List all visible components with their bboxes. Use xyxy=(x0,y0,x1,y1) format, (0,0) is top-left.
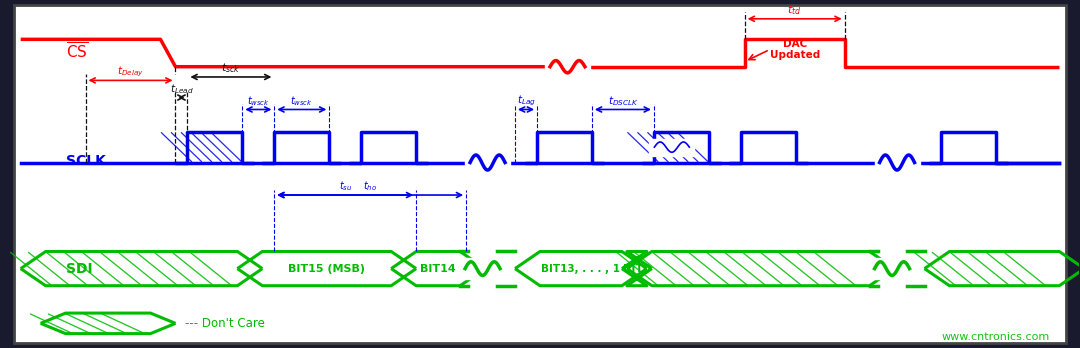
Text: $t_{DSCLK}$: $t_{DSCLK}$ xyxy=(608,94,638,108)
Text: $t_{ho}$: $t_{ho}$ xyxy=(363,180,377,193)
Text: $t_{wsck}$: $t_{wsck}$ xyxy=(247,94,270,108)
Text: BIT15 (MSB): BIT15 (MSB) xyxy=(288,263,365,274)
Text: $t_{su}$: $t_{su}$ xyxy=(338,180,352,193)
Text: $t_{Lead}$: $t_{Lead}$ xyxy=(170,82,193,96)
Text: $t_{wsck}$: $t_{wsck}$ xyxy=(291,94,313,108)
Text: BIT0: BIT0 xyxy=(623,263,651,274)
Text: www.cntronics.com: www.cntronics.com xyxy=(941,332,1050,342)
Text: $t_{td}$: $t_{td}$ xyxy=(787,3,801,17)
Text: $t_{Lag}$: $t_{Lag}$ xyxy=(516,93,536,108)
Text: SCLK: SCLK xyxy=(66,154,106,168)
Text: --- Don't Care: --- Don't Care xyxy=(186,317,266,330)
Text: BIT14: BIT14 xyxy=(420,263,456,274)
Text: $t_{sck}$: $t_{sck}$ xyxy=(221,62,241,75)
Text: $\overline{\mathsf{CS}}$: $\overline{\mathsf{CS}}$ xyxy=(66,41,87,61)
Text: SDI: SDI xyxy=(66,262,92,276)
Text: BIT13, . . . , 1: BIT13, . . . , 1 xyxy=(541,263,620,274)
Text: $t_{Delay}$: $t_{Delay}$ xyxy=(117,64,144,79)
Text: DAC
Updated: DAC Updated xyxy=(770,39,820,61)
